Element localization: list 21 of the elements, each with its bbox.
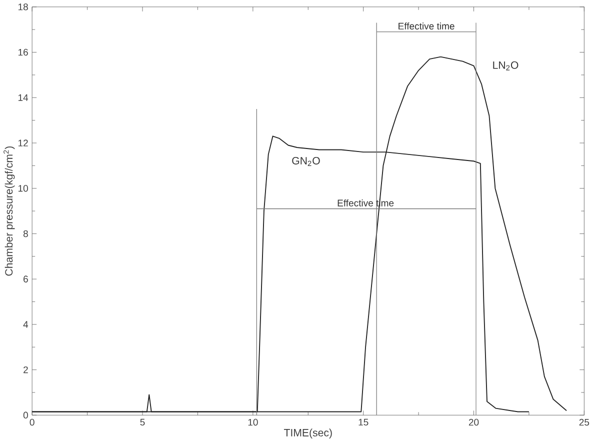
y-tick-label: 18 bbox=[18, 4, 28, 10]
x-tick-label: 10 bbox=[248, 418, 258, 426]
y-tick-label: 8 bbox=[23, 230, 28, 238]
y-tick-label: 12 bbox=[18, 140, 28, 146]
x-tick-label: 20 bbox=[468, 418, 479, 426]
x-tick-label: 0 bbox=[30, 418, 34, 426]
y-tick-label: 4 bbox=[23, 321, 28, 328]
x-axis-title: TIME(sec) bbox=[284, 428, 332, 438]
series-label: LN$_{2}$O bbox=[493, 61, 518, 70]
x-tick-label: 15 bbox=[358, 418, 368, 426]
x-tick-label: 25 bbox=[579, 418, 590, 426]
y-axis-title: Chamber pressure(kgf/cm$^{2}$) bbox=[4, 146, 15, 276]
x-tick-label: 5 bbox=[140, 418, 145, 426]
y-tick-label: 14 bbox=[18, 94, 28, 101]
y-tick-label: 6 bbox=[24, 276, 28, 282]
series-label: GN$_{2}$O bbox=[292, 156, 320, 166]
y-tick-label: 10 bbox=[18, 184, 28, 192]
annotation: Effective time bbox=[398, 22, 454, 30]
y-tick-label: 0 bbox=[23, 412, 28, 419]
y-tick-label: 2 bbox=[24, 366, 28, 374]
y-tick-label: 16 bbox=[18, 48, 28, 56]
